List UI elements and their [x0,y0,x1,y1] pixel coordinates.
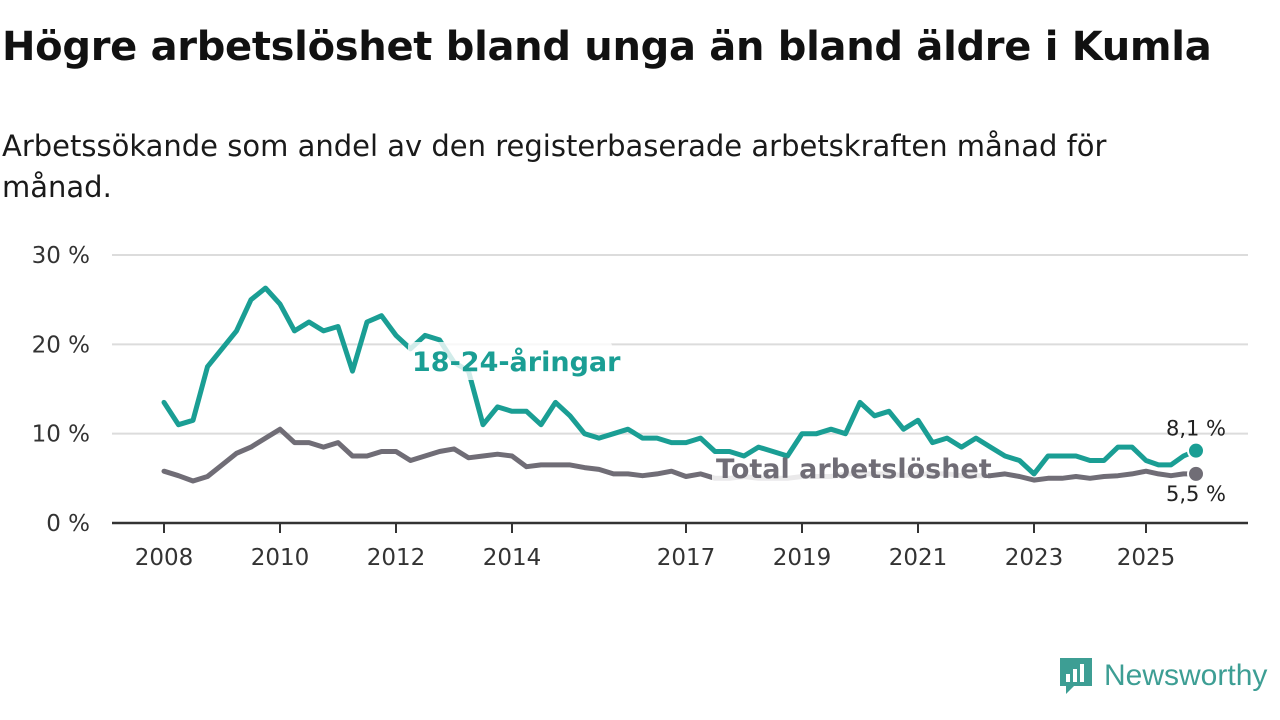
x-tick-label: 2008 [135,545,194,571]
series-line-youth [161,285,1199,477]
series-line-total [161,426,1199,484]
series-label-halo [712,449,988,487]
brand-name: Newsworthy [1104,659,1268,692]
end-value-label-total: 5,5 % [1166,482,1226,506]
y-tick-label: 10 % [32,422,90,448]
x-tick-label: 2014 [483,545,542,571]
x-tick-label: 2023 [1005,545,1064,571]
x-tick-label: 2017 [657,545,716,571]
y-tick-label: 0 % [46,511,90,537]
x-tick-label: 2010 [251,545,310,571]
series-label-total: Total arbetslöshet [716,454,992,485]
x-tick-label: 2025 [1117,545,1176,571]
series-label-youth: 18-24-åringar [412,346,621,378]
x-tick-label: 2019 [773,545,832,571]
end-point-youth [1187,441,1205,460]
chart-title: Högre arbetslöshet bland unga än bland ä… [2,24,1212,70]
series-label-halo [408,342,612,380]
chart-subtitle: Arbetssökande som andel av den registerb… [2,129,1107,204]
y-tick-label: 30 % [32,243,90,269]
end-point-total [1187,464,1205,483]
end-value-label-youth: 8,1 % [1166,417,1226,441]
x-tick-label: 2012 [367,545,426,571]
x-tick-label: 2021 [889,545,948,571]
y-tick-label: 20 % [32,332,90,358]
newsworthy-logo-icon [1060,658,1092,694]
brand-logo: Newsworthy [1058,654,1267,698]
